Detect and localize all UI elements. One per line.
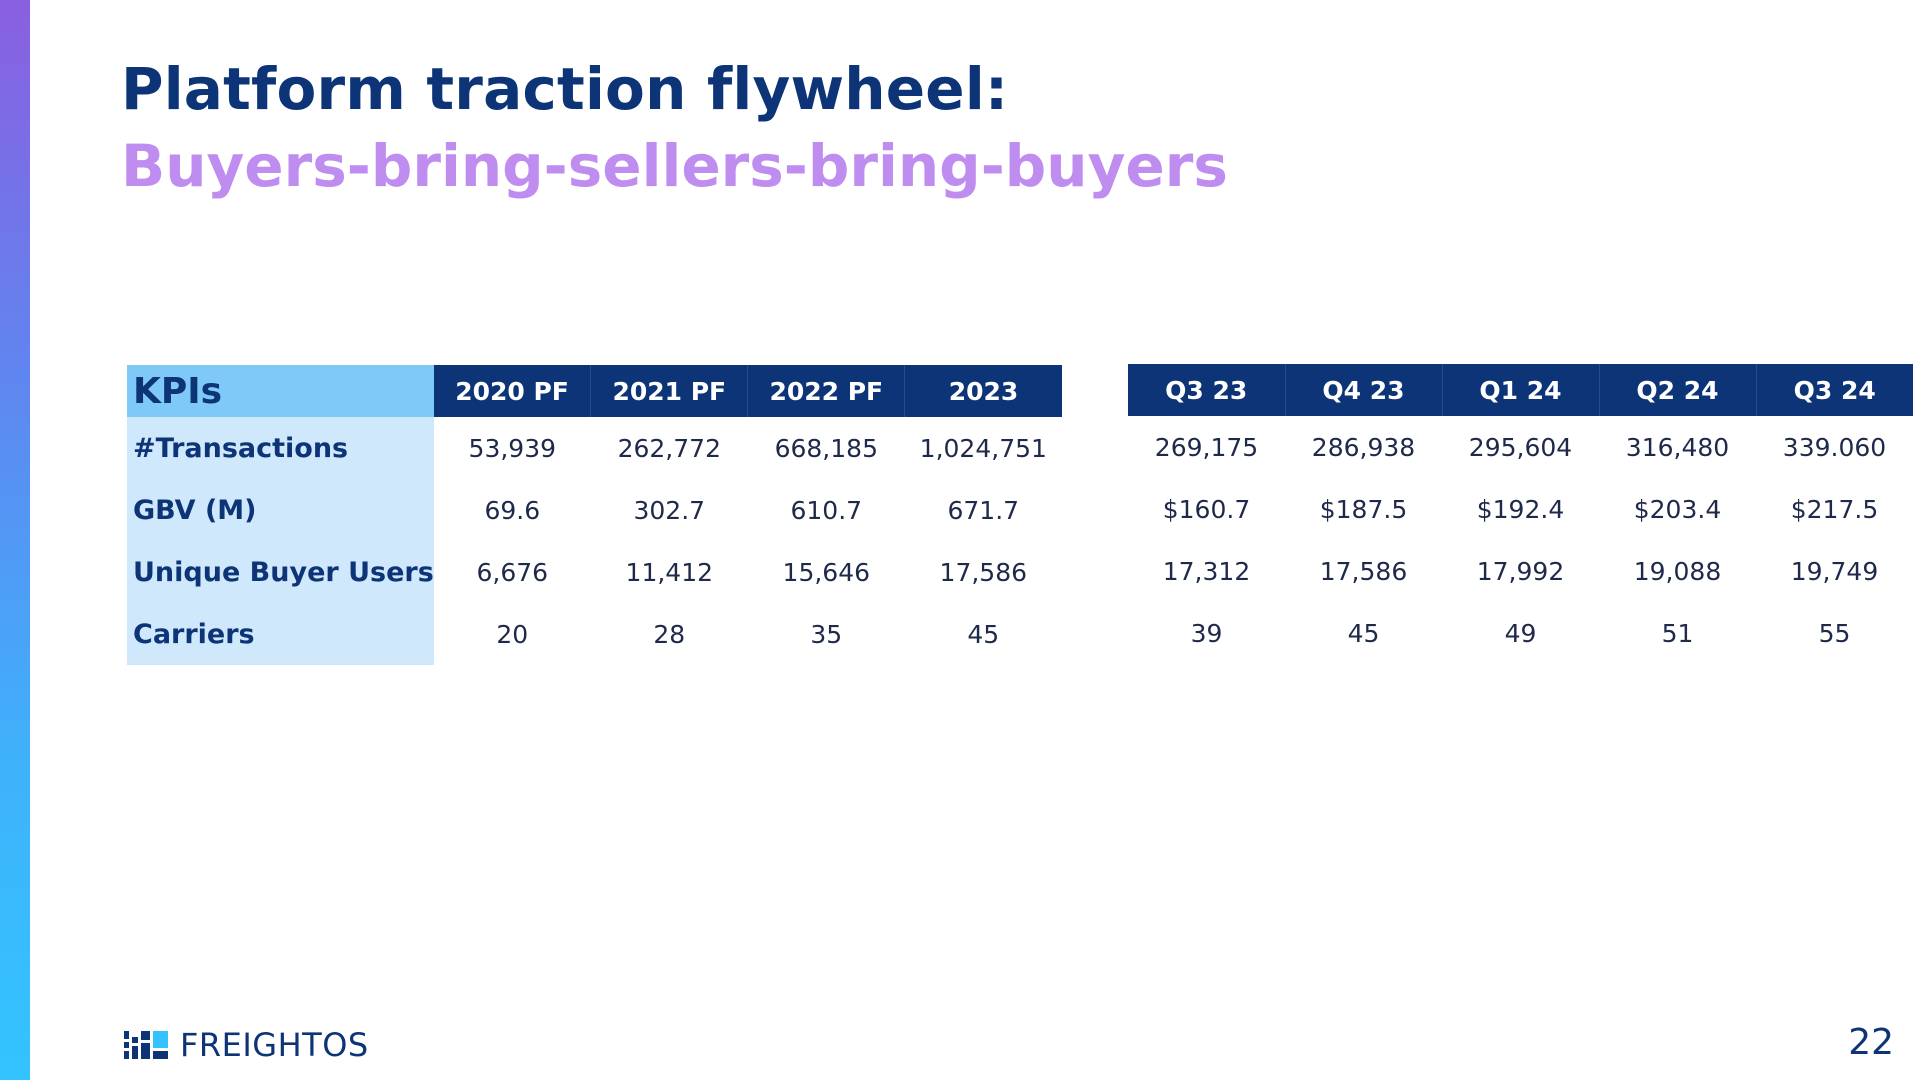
column-header: Q3 23 xyxy=(1128,364,1285,416)
column-header: Q3 24 xyxy=(1755,364,1913,416)
column-header: Q1 24 xyxy=(1441,364,1599,416)
table-cell: 20 xyxy=(496,619,529,649)
table-cell: 17,992 xyxy=(1476,556,1565,586)
column-header: 2021 PF xyxy=(590,365,748,417)
column-header: Q4 23 xyxy=(1284,364,1442,416)
table-cell: 69.6 xyxy=(484,495,541,525)
table-cell: 11,412 xyxy=(625,557,714,587)
annual-kpi-table: KPIs 2020 PF 2021 PF 2022 PF 2023 #Trans… xyxy=(127,365,1062,665)
table-cell: 302.7 xyxy=(633,495,706,525)
table-cell: 39 xyxy=(1190,618,1223,648)
column-header: 2022 PF xyxy=(747,365,905,417)
table-cell: 51 xyxy=(1661,618,1694,648)
table-header-row: KPIs 2020 PF 2021 PF 2022 PF 2023 xyxy=(127,365,1062,417)
quarterly-kpi-table: Q3 23 Q4 23 Q1 24 Q2 24 Q3 24 269,175 28… xyxy=(1128,364,1913,664)
table-cell: 17,586 xyxy=(1319,556,1408,586)
table-cell: 316,480 xyxy=(1625,432,1730,462)
table-header-row: Q3 23 Q4 23 Q1 24 Q2 24 Q3 24 xyxy=(1128,364,1913,416)
table-cell: 668,185 xyxy=(774,433,878,463)
freightos-logo-icon xyxy=(124,1031,168,1059)
table-row: $160.7 $187.5 $192.4 $203.4 $217.5 xyxy=(1128,478,1913,540)
column-header: Q2 24 xyxy=(1598,364,1756,416)
table-cell: 671.7 xyxy=(947,495,1020,525)
page-number: 22 xyxy=(1848,1022,1894,1063)
table-cell: 1,024,751 xyxy=(919,433,1047,463)
table-cell: 19,749 xyxy=(1790,556,1879,586)
table-cell: 49 xyxy=(1504,618,1537,648)
kpi-header: KPIs xyxy=(127,365,434,417)
table-cell: 6,676 xyxy=(476,557,549,587)
table-cell: 28 xyxy=(653,619,686,649)
table-cell: 262,772 xyxy=(617,433,721,463)
table-cell: 295,604 xyxy=(1468,432,1573,462)
table-cell: $217.5 xyxy=(1790,494,1879,524)
table-cell: $192.4 xyxy=(1476,494,1565,524)
table-cell: 35 xyxy=(810,619,843,649)
row-label: Unique Buyer Users xyxy=(127,541,434,603)
table-cell: 45 xyxy=(967,619,1000,649)
row-label: GBV (M) xyxy=(127,479,434,541)
row-label: Carriers xyxy=(127,603,434,665)
gradient-side-bar xyxy=(0,0,30,1080)
table-cell: 55 xyxy=(1818,618,1851,648)
table-row: #Transactions 53,939 262,772 668,185 1,0… xyxy=(127,417,1062,479)
slide-subtitle: Buyers-bring-sellers-bring-buyers xyxy=(121,132,1228,200)
table-row: 17,312 17,586 17,992 19,088 19,749 xyxy=(1128,540,1913,602)
slide-title: Platform traction flywheel: xyxy=(121,55,1009,123)
table-row: 269,175 286,938 295,604 316,480 339.060 xyxy=(1128,416,1913,478)
table-cell: $187.5 xyxy=(1319,494,1408,524)
table-cell: 19,088 xyxy=(1633,556,1722,586)
table-cell: 17,312 xyxy=(1162,556,1251,586)
row-label: #Transactions xyxy=(127,417,434,479)
table-cell: $160.7 xyxy=(1162,494,1251,524)
column-header: 2020 PF xyxy=(433,365,591,417)
table-cell: 269,175 xyxy=(1154,432,1259,462)
table-cell: 17,586 xyxy=(939,557,1028,587)
table-row: Unique Buyer Users 6,676 11,412 15,646 1… xyxy=(127,541,1062,603)
table-cell: 286,938 xyxy=(1311,432,1416,462)
logo-wordmark: FREIGHTOS xyxy=(180,1026,369,1064)
table-row: GBV (M) 69.6 302.7 610.7 671.7 xyxy=(127,479,1062,541)
table-cell: 339.060 xyxy=(1782,432,1887,462)
table-cell: 53,939 xyxy=(468,433,557,463)
table-cell: $203.4 xyxy=(1633,494,1722,524)
freightos-logo: FREIGHTOS xyxy=(124,1026,369,1064)
table-cell: 610.7 xyxy=(790,495,863,525)
table-row: 39 45 49 51 55 xyxy=(1128,602,1913,664)
table-row: Carriers 20 28 35 45 xyxy=(127,603,1062,665)
column-header: 2023 xyxy=(904,365,1062,417)
table-cell: 45 xyxy=(1347,618,1380,648)
table-cell: 15,646 xyxy=(782,557,871,587)
